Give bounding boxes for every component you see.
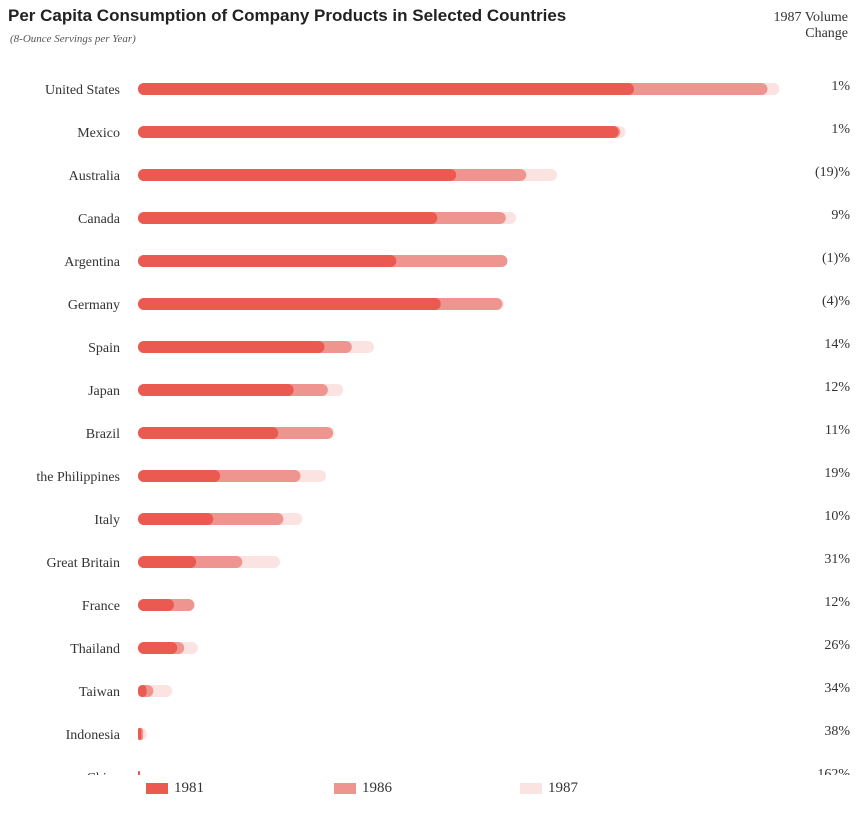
bar-chart: United States 1% Mexico 1% Australia (19)% Can… <box>36 79 851 775</box>
volume-change-argentina: (1)% <box>822 251 850 266</box>
country-label-indonesia: Indonesia <box>66 728 121 743</box>
volume-change-united-states: 1% <box>831 79 850 94</box>
legend: 1981 1986 1987 <box>0 780 856 810</box>
bar-row-taiwan: Taiwan 34% <box>79 681 850 700</box>
bar-1981-australia <box>138 169 457 181</box>
volume-change-germany: (4)% <box>822 294 850 309</box>
bar-1981-the-philippines <box>138 470 221 482</box>
bar-row-france: France 12% <box>82 595 850 614</box>
country-label-france: France <box>82 599 120 614</box>
volume-change-heading: 1987 Volume Change <box>758 10 848 42</box>
volume-change-heading-line1: 1987 Volume <box>773 10 848 25</box>
country-label-spain: Spain <box>88 341 120 356</box>
bar-row-the-philippines: the Philippines 19% <box>36 466 850 485</box>
bar-row-spain: Spain 14% <box>88 337 850 356</box>
volume-change-heading-line2: Change <box>805 26 848 41</box>
chart-subtitle: (8-Ounce Servings per Year) <box>10 33 136 45</box>
bar-1981-japan <box>138 384 294 396</box>
bar-1981-great-britain <box>138 556 197 568</box>
legend-swatch-1987 <box>520 783 542 794</box>
bar-row-japan: Japan 12% <box>88 380 850 399</box>
bar-row-argentina: Argentina (1)% <box>64 251 850 270</box>
bar-row-canada: Canada 9% <box>78 208 850 227</box>
country-label-mexico: Mexico <box>77 126 120 141</box>
bar-1981-germany <box>138 298 441 310</box>
legend-item-1981: 1981 <box>146 780 204 797</box>
chart-title: Per Capita Consumption of Company Produc… <box>8 6 567 25</box>
volume-change-mexico: 1% <box>831 122 850 137</box>
country-label-germany: Germany <box>68 298 120 313</box>
bar-row-germany: Germany (4)% <box>68 294 850 313</box>
country-label-china: China <box>87 771 121 775</box>
volume-change-china: 162% <box>817 767 850 775</box>
bar-1981-indonesia <box>138 728 142 740</box>
volume-change-spain: 14% <box>824 337 850 352</box>
volume-change-japan: 12% <box>824 380 850 395</box>
bar-1981-united-states <box>138 83 635 95</box>
country-label-united-states: United States <box>45 83 120 98</box>
volume-change-brazil: 11% <box>825 423 850 438</box>
bar-row-italy: Italy 10% <box>94 509 850 528</box>
legend-swatch-1981 <box>146 783 168 794</box>
bar-1981-spain <box>138 341 325 353</box>
country-label-brazil: Brazil <box>86 427 120 442</box>
bar-row-china: China 162% <box>87 767 850 775</box>
bar-row-australia: Australia (19)% <box>69 165 851 184</box>
country-label-the-philippines: the Philippines <box>36 470 120 485</box>
bar-1981-china <box>138 771 140 775</box>
volume-change-the-philippines: 19% <box>824 466 850 481</box>
country-label-thailand: Thailand <box>70 642 120 657</box>
country-label-italy: Italy <box>94 513 120 528</box>
bar-1981-brazil <box>138 427 279 439</box>
bar-1981-france <box>138 599 174 611</box>
legend-label-1981: 1981 <box>174 780 204 796</box>
legend-label-1986: 1986 <box>362 780 392 796</box>
volume-change-thailand: 26% <box>824 638 850 653</box>
legend-swatch-1986 <box>334 783 356 794</box>
bar-row-thailand: Thailand 26% <box>70 638 850 657</box>
volume-change-taiwan: 34% <box>824 681 850 696</box>
bar-row-brazil: Brazil 11% <box>86 423 851 442</box>
bar-row-mexico: Mexico 1% <box>77 122 850 141</box>
country-label-canada: Canada <box>78 212 121 227</box>
country-label-japan: Japan <box>88 384 120 399</box>
legend-label-1987: 1987 <box>548 780 578 796</box>
bar-row-united-states: United States 1% <box>45 79 850 98</box>
bar-1981-canada <box>138 212 438 224</box>
country-label-great-britain: Great Britain <box>47 556 120 571</box>
volume-change-australia: (19)% <box>815 165 850 180</box>
volume-change-great-britain: 31% <box>824 552 850 567</box>
volume-change-france: 12% <box>824 595 850 610</box>
bar-1981-thailand <box>138 642 178 654</box>
bar-row-indonesia: Indonesia 38% <box>66 724 851 743</box>
volume-change-indonesia: 38% <box>824 724 850 739</box>
country-label-taiwan: Taiwan <box>79 685 120 700</box>
bar-1981-taiwan <box>138 685 147 697</box>
bar-1981-argentina <box>138 255 397 267</box>
bar-1981-mexico <box>138 126 619 138</box>
bar-row-great-britain: Great Britain 31% <box>47 552 851 571</box>
volume-change-canada: 9% <box>831 208 850 223</box>
country-label-australia: Australia <box>69 169 121 184</box>
volume-change-italy: 10% <box>824 509 850 524</box>
bar-1981-italy <box>138 513 214 525</box>
legend-item-1986: 1986 <box>334 780 392 797</box>
country-label-argentina: Argentina <box>64 255 121 270</box>
legend-item-1987: 1987 <box>520 780 578 797</box>
